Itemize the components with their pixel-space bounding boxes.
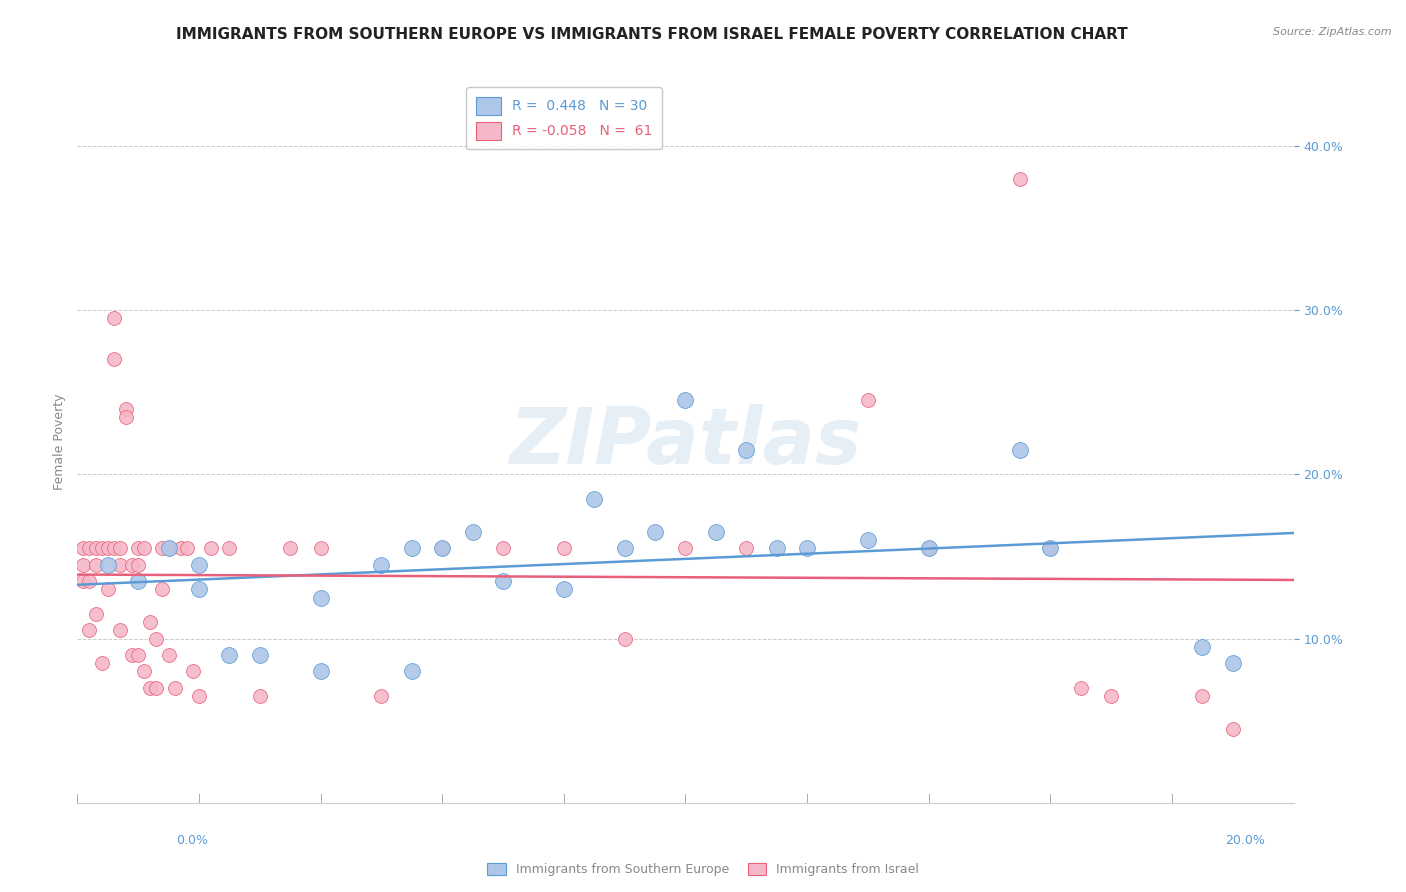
Point (127, 541, 149, 556)
Point (97, 541, 120, 556)
Point (108, 558, 131, 572)
Point (1008, 442, 1031, 457)
Point (134, 541, 156, 556)
Point (139, 681, 162, 695)
Point (583, 491, 606, 506)
Point (115, 409, 138, 424)
Point (145, 632, 167, 646)
Point (1222, 657, 1244, 671)
Point (84, 607, 107, 621)
Point (200, 541, 222, 556)
Point (918, 541, 941, 556)
Legend: R =  0.448   N = 30, R = -0.058   N =  61: R = 0.448 N = 30, R = -0.058 N = 61 (465, 87, 662, 149)
Point (157, 648, 180, 662)
Point (152, 582, 174, 597)
Y-axis label: Female Poverty: Female Poverty (53, 393, 66, 490)
Point (613, 541, 636, 556)
Text: IMMIGRANTS FROM SOUTHERN EUROPE VS IMMIGRANTS FROM ISRAEL FEMALE POVERTY CORRELA: IMMIGRANTS FROM SOUTHERN EUROPE VS IMMIG… (176, 27, 1128, 42)
Point (675, 541, 697, 556)
Point (72, 541, 94, 556)
Point (1099, 689, 1122, 703)
Point (1039, 541, 1062, 556)
Point (152, 541, 174, 556)
Point (188, 689, 211, 703)
Point (90, 657, 112, 671)
Point (163, 681, 186, 695)
Point (121, 648, 143, 662)
Point (430, 541, 453, 556)
Point (401, 541, 423, 556)
Point (492, 574, 515, 588)
Point (188, 558, 211, 572)
Point (103, 541, 125, 556)
Point (90, 541, 112, 556)
Text: ZIPatlas: ZIPatlas (509, 403, 862, 480)
Point (735, 442, 758, 457)
Point (370, 689, 392, 703)
Point (492, 541, 515, 556)
Point (127, 574, 149, 588)
Point (1039, 541, 1062, 556)
Point (704, 524, 727, 539)
Point (309, 541, 332, 556)
Point (613, 632, 636, 646)
Text: Source: ZipAtlas.com: Source: ZipAtlas.com (1274, 27, 1392, 37)
Point (97, 582, 120, 597)
Point (218, 541, 240, 556)
Text: 20.0%: 20.0% (1226, 834, 1265, 847)
Point (176, 541, 198, 556)
Point (1191, 640, 1213, 654)
Point (145, 681, 167, 695)
Point (249, 689, 271, 703)
Point (103, 311, 125, 326)
Legend: Immigrants from Southern Europe, Immigrants from Israel: Immigrants from Southern Europe, Immigra… (482, 858, 924, 881)
Point (675, 393, 697, 408)
Point (1070, 681, 1092, 695)
Point (309, 591, 332, 605)
Point (370, 558, 392, 572)
Point (134, 665, 156, 679)
Point (918, 541, 941, 556)
Point (84, 558, 107, 572)
Point (553, 541, 575, 556)
Point (121, 558, 143, 572)
Point (108, 624, 131, 638)
Point (84, 541, 107, 556)
Point (218, 648, 240, 662)
Point (181, 665, 204, 679)
Point (127, 648, 149, 662)
Point (553, 582, 575, 597)
Point (249, 648, 271, 662)
Point (401, 665, 423, 679)
Point (72, 558, 94, 572)
Point (72, 574, 94, 588)
Point (1222, 722, 1244, 736)
Point (170, 541, 193, 556)
Point (79, 541, 101, 556)
Point (644, 524, 666, 539)
Point (139, 615, 162, 630)
Point (103, 352, 125, 367)
Point (796, 541, 818, 556)
Point (735, 541, 758, 556)
Text: 0.0%: 0.0% (176, 834, 208, 847)
Point (856, 533, 879, 547)
Point (856, 393, 879, 408)
Point (461, 524, 484, 539)
Point (157, 541, 180, 556)
Point (765, 541, 787, 556)
Point (79, 624, 101, 638)
Point (188, 582, 211, 597)
Point (108, 541, 131, 556)
Point (157, 541, 180, 556)
Point (1008, 171, 1031, 186)
Point (115, 401, 138, 416)
Point (127, 558, 149, 572)
Point (97, 558, 120, 572)
Point (278, 541, 301, 556)
Point (430, 541, 453, 556)
Point (309, 665, 332, 679)
Point (79, 574, 101, 588)
Point (1191, 689, 1213, 703)
